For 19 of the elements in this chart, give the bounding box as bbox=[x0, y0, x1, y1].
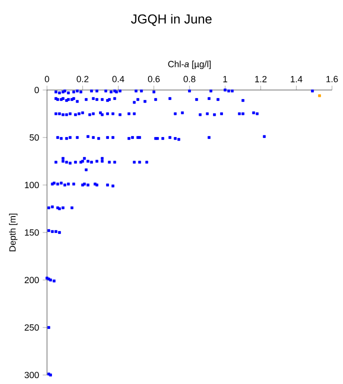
x-axis-title: Chl-a [µg/l] bbox=[168, 60, 211, 70]
y-tick-label: 300 bbox=[24, 372, 39, 378]
y-tick-label: 200 bbox=[24, 276, 39, 284]
x-tick-label: 1.2 bbox=[255, 76, 267, 82]
x-tick-label: 1.4 bbox=[290, 76, 302, 82]
x-tick-label: 0.6 bbox=[148, 76, 160, 82]
y-axis-title: Depth [m] bbox=[9, 214, 18, 252]
y-tick-label: 0 bbox=[34, 86, 39, 94]
x-tick-label: 1 bbox=[223, 76, 228, 82]
y-tick-label: 50 bbox=[30, 134, 39, 141]
x-tick-label: 0 bbox=[44, 76, 50, 82]
y-tick-label: 250 bbox=[24, 324, 39, 331]
x-tick-label: 0.2 bbox=[76, 76, 88, 82]
x-tick-label: 1.6 bbox=[326, 76, 338, 82]
y-tick-label: 150 bbox=[24, 229, 39, 236]
x-tick-label: 0.4 bbox=[112, 76, 124, 82]
x-tick-label: 0.8 bbox=[184, 76, 196, 82]
y-tick-label: 100 bbox=[24, 182, 39, 188]
chart-title: JGQH in June bbox=[131, 14, 212, 26]
